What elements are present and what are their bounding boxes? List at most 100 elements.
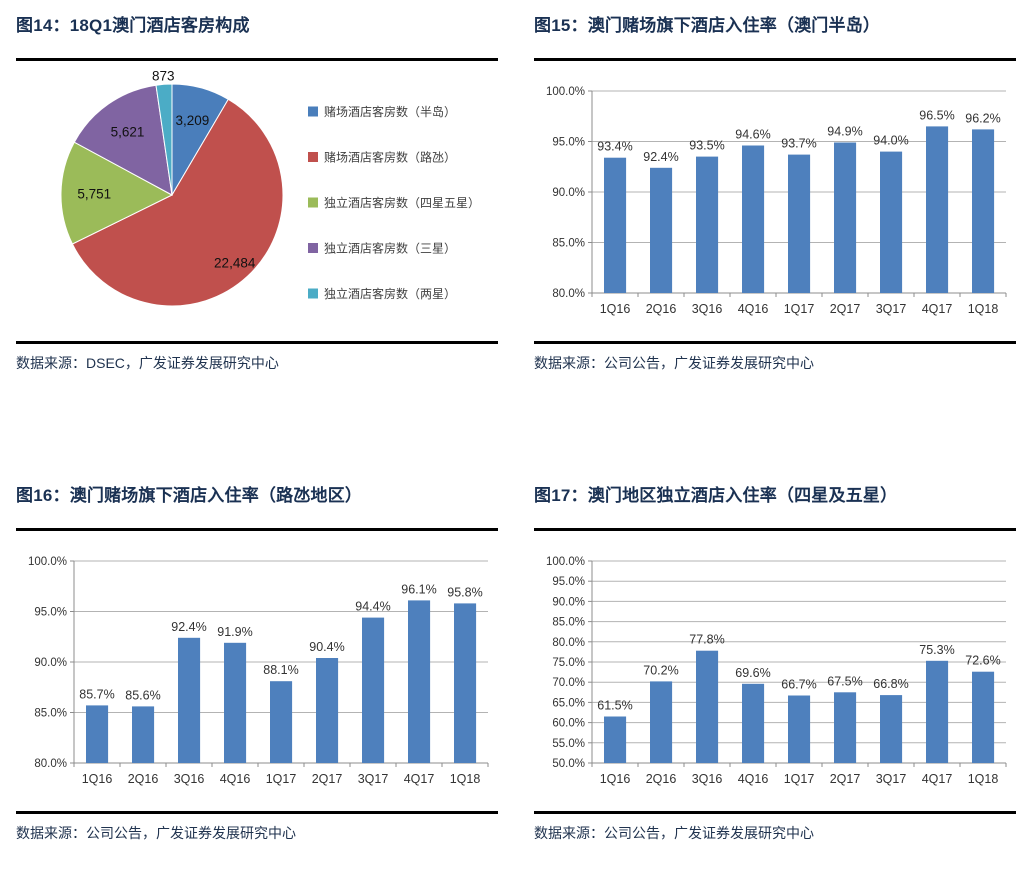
y-tick-label: 75.0%	[552, 657, 585, 669]
pie-value-label: 3,209	[176, 113, 210, 128]
figure-16-source-rule	[16, 811, 498, 814]
y-tick-label: 90.0%	[34, 657, 67, 669]
bar	[880, 695, 903, 763]
figure-15-title-rule	[534, 58, 1016, 61]
figure-17-title-rule	[534, 528, 1016, 531]
x-category-label: 1Q16	[600, 772, 631, 786]
figure-17-title: 图17：澳门地区独立酒店入住率（四星及五星）	[534, 486, 898, 505]
x-category-label: 1Q18	[450, 772, 481, 786]
bar-value-label: 85.7%	[79, 687, 114, 701]
x-category-label: 3Q16	[692, 302, 723, 316]
bar	[408, 600, 431, 763]
figure-16-panel: 图16：澳门赌场旗下酒店入住率（路氹地区） 80.0% 85.0% 90.0% 95.…	[16, 484, 498, 842]
y-tick-label: 100.0%	[546, 86, 585, 98]
y-tick-label: 70.0%	[552, 677, 585, 689]
bar-chart-svg: 80.0% 85.0% 90.0% 95.0% 100.0% 85.7% 1Q16 85.6%…	[28, 556, 489, 786]
bar-value-label: 72.6%	[965, 654, 1000, 668]
bar	[224, 642, 247, 763]
figure-15-source: 数据来源：公司公告，广发证券发展研究中心	[534, 355, 814, 371]
x-category-label: 2Q16	[646, 302, 677, 316]
x-category-label: 4Q17	[922, 772, 953, 786]
bar-value-label: 90.4%	[309, 640, 344, 654]
figure-15-panel: 图15：澳门赌场旗下酒店入住率（澳门半岛） 80.0% 85.0% 90.0% 95.…	[534, 14, 1016, 372]
bar-chart-svg: 80.0% 85.0% 90.0% 95.0% 100.0% 93.4% 1Q16 92.4%…	[546, 86, 1007, 316]
bar-value-label: 61.5%	[597, 699, 632, 713]
figure-15-title: 图15：澳门赌场旗下酒店入住率（澳门半岛）	[534, 16, 881, 35]
bar	[742, 683, 765, 763]
x-category-label: 3Q16	[692, 772, 723, 786]
y-tick-label: 80.0%	[34, 758, 67, 770]
x-category-label: 2Q17	[830, 302, 861, 316]
figure-17-bar-chart: 50.0% 55.0% 60.0% 65.0% 70.0% 75.0% 80.0% 85.0%…	[534, 531, 1016, 811]
bar-value-label: 94.9%	[827, 125, 862, 139]
x-category-label: 1Q17	[266, 772, 297, 786]
y-tick-label: 95.0%	[552, 137, 585, 149]
pie-slice	[71, 98, 284, 307]
x-category-label: 4Q17	[922, 302, 953, 316]
figure-16-source: 数据来源：公司公告，广发证券发展研究中心	[16, 825, 296, 841]
x-category-label: 2Q17	[830, 772, 861, 786]
bar	[880, 151, 903, 293]
pie-slice	[155, 83, 173, 196]
x-category-label: 2Q16	[128, 772, 159, 786]
figure-16-title-rule	[16, 528, 498, 531]
y-tick-label: 80.0%	[552, 637, 585, 649]
pie-value-label: 5,621	[111, 124, 145, 139]
bar-value-label: 93.7%	[781, 137, 816, 151]
figure-17-source: 数据来源：公司公告，广发证券发展研究中心	[534, 825, 814, 841]
figure-14-panel: 图14：18Q1澳门酒店客房构成 3,209 22,484 5,751 5,621 87…	[16, 14, 498, 372]
y-tick-label: 80.0%	[552, 288, 585, 300]
bar	[454, 603, 477, 763]
x-category-label: 3Q17	[876, 302, 907, 316]
y-tick-label: 60.0%	[552, 718, 585, 730]
figure-14-title: 图14：18Q1澳门酒店客房构成	[16, 16, 250, 35]
x-category-label: 1Q16	[600, 302, 631, 316]
bar	[650, 167, 673, 293]
pie-slice	[73, 84, 173, 196]
legend-label: 赌场酒店客房数（半岛）	[324, 104, 456, 119]
bar-value-label: 96.5%	[919, 108, 954, 122]
pie-value-label: 873	[152, 68, 175, 83]
figure-17-source-rule	[534, 811, 1016, 814]
x-category-label: 1Q17	[784, 772, 815, 786]
bar	[132, 706, 155, 763]
figure-16-bar-chart: 80.0% 85.0% 90.0% 95.0% 100.0% 85.7% 1Q16 85.6%…	[16, 531, 498, 811]
y-tick-label: 95.0%	[34, 607, 67, 619]
bar	[834, 142, 857, 293]
figure-17-panel: 图17：澳门地区独立酒店入住率（四星及五星） 50.0% 55.0% 60.0% 65…	[534, 484, 1016, 842]
legend-label: 独立酒店客房数（四星五星）	[324, 195, 480, 210]
bar	[604, 716, 627, 763]
x-category-label: 3Q17	[876, 772, 907, 786]
y-tick-label: 90.0%	[552, 596, 585, 608]
bar	[316, 658, 339, 763]
bar-value-label: 94.6%	[735, 128, 770, 142]
x-category-label: 4Q16	[220, 772, 251, 786]
x-category-label: 2Q17	[312, 772, 343, 786]
y-tick-label: 95.0%	[552, 576, 585, 588]
x-category-label: 3Q16	[174, 772, 205, 786]
figure-15-bar-chart: 80.0% 85.0% 90.0% 95.0% 100.0% 93.4% 1Q16 92.4%…	[534, 61, 1016, 341]
y-tick-label: 85.0%	[34, 708, 67, 720]
legend-swatch	[308, 288, 318, 299]
legend-swatch	[308, 106, 318, 117]
bar	[742, 145, 765, 293]
figure-15-source-rule	[534, 341, 1016, 344]
y-tick-label: 65.0%	[552, 697, 585, 709]
bar-value-label: 94.4%	[355, 600, 390, 614]
bar-value-label: 91.9%	[217, 625, 252, 639]
legend-swatch	[308, 152, 318, 162]
y-tick-label: 85.0%	[552, 238, 585, 250]
x-category-label: 1Q18	[968, 772, 999, 786]
x-category-label: 4Q16	[738, 302, 769, 316]
pie-chart-svg: 3,209 22,484 5,751 5,621 873 赌场酒店客房数（半岛） 赌场酒店客…	[60, 68, 480, 307]
bar	[926, 126, 949, 294]
bar-value-label: 88.1%	[263, 663, 298, 677]
bar-value-label: 92.4%	[643, 150, 678, 164]
x-category-label: 3Q17	[358, 772, 389, 786]
bar-chart-svg: 50.0% 55.0% 60.0% 65.0% 70.0% 75.0% 80.0% 85.0%…	[546, 556, 1007, 786]
legend-swatch	[308, 243, 318, 253]
figure-14-pie-chart: 3,209 22,484 5,751 5,621 873 赌场酒店客房数（半岛） 赌场酒店客…	[16, 61, 498, 341]
x-category-label: 1Q17	[784, 302, 815, 316]
bar-value-label: 95.8%	[447, 585, 482, 599]
pie-value-label: 22,484	[214, 256, 256, 271]
